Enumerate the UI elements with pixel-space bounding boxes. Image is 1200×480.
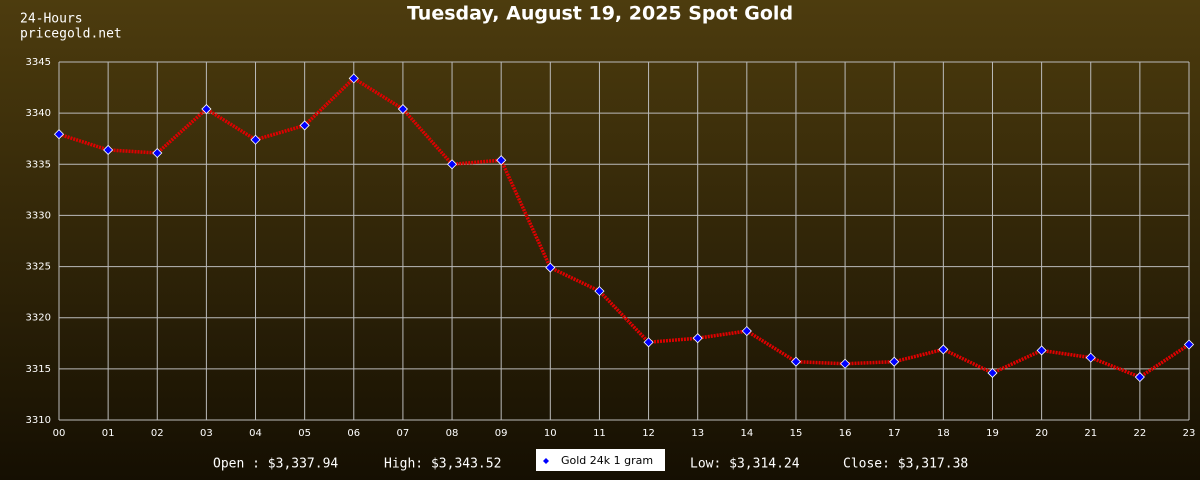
x-tick-label: 07 — [397, 428, 410, 439]
y-tick-label: 3340 — [26, 108, 51, 119]
data-line — [58, 76, 1190, 380]
data-point — [397, 103, 408, 115]
legend-box — [536, 449, 665, 471]
stat-label: High: $3,343.52 — [384, 457, 501, 472]
x-tick-label: 04 — [249, 428, 262, 439]
x-tick-label: 18 — [937, 428, 950, 439]
data-point — [790, 356, 802, 367]
data-point — [643, 337, 654, 348]
legend-marker — [543, 458, 549, 464]
data-point — [1036, 345, 1047, 356]
y-tick-label: 3335 — [26, 159, 51, 170]
x-tick-label: 23 — [1183, 428, 1196, 439]
x-tick-label: 09 — [495, 428, 508, 439]
data-point — [594, 286, 605, 297]
data-point — [103, 144, 114, 156]
x-tick-label: 12 — [642, 428, 655, 439]
data-point — [987, 367, 998, 379]
data-point — [53, 129, 65, 140]
x-tick-label: 21 — [1084, 428, 1097, 439]
legend-label: Gold 24k 1 gram — [561, 454, 653, 467]
x-tick-label: 22 — [1134, 428, 1147, 439]
x-tick-label: 19 — [986, 428, 999, 439]
header-label: pricegold.net — [20, 27, 122, 42]
x-tick-label: 10 — [544, 428, 557, 439]
y-tick-label: 3325 — [26, 262, 51, 273]
data-point — [545, 262, 556, 273]
header-label: 24-Hours — [20, 12, 83, 27]
y-tick-label: 3345 — [26, 57, 51, 68]
data-point — [938, 344, 949, 355]
x-tick-label: 11 — [593, 428, 606, 439]
stat-label: Open : $3,337.94 — [213, 457, 338, 472]
y-tick-label: 3310 — [26, 415, 51, 426]
x-tick-label: 17 — [888, 428, 901, 439]
x-tick-label: 06 — [347, 428, 360, 439]
x-tick-label: 16 — [839, 428, 852, 439]
stat-label: Low: $3,314.24 — [690, 457, 800, 472]
y-tick-label: 3315 — [26, 364, 51, 375]
x-tick-label: 02 — [151, 428, 164, 439]
data-point — [1183, 339, 1195, 350]
x-tick-label: 15 — [790, 428, 803, 439]
data-point — [348, 73, 359, 84]
data-point — [741, 325, 752, 337]
data-point — [1085, 352, 1096, 363]
chart-title: Tuesday, August 19, 2025 Spot Gold — [407, 3, 793, 25]
x-tick-label: 20 — [1035, 428, 1048, 439]
stat-label: Close: $3,317.38 — [843, 457, 968, 472]
y-tick-label: 3330 — [26, 210, 51, 221]
data-point — [889, 356, 900, 367]
data-point — [1134, 371, 1145, 383]
x-tick-label: 08 — [446, 428, 459, 439]
data-point — [201, 103, 212, 115]
x-tick-label: 13 — [691, 428, 704, 439]
data-point — [692, 333, 703, 344]
data-point — [250, 134, 261, 145]
x-tick-label: 14 — [740, 428, 753, 439]
y-tick-label: 3320 — [26, 313, 51, 324]
data-point — [446, 159, 458, 170]
data-point — [299, 120, 310, 131]
x-tick-label: 01 — [102, 428, 115, 439]
x-tick-label: 05 — [298, 428, 311, 439]
data-point — [840, 358, 851, 369]
x-tick-label: 00 — [53, 428, 66, 439]
x-tick-label: 03 — [200, 428, 213, 439]
data-point — [152, 147, 163, 159]
data-point — [496, 155, 507, 166]
